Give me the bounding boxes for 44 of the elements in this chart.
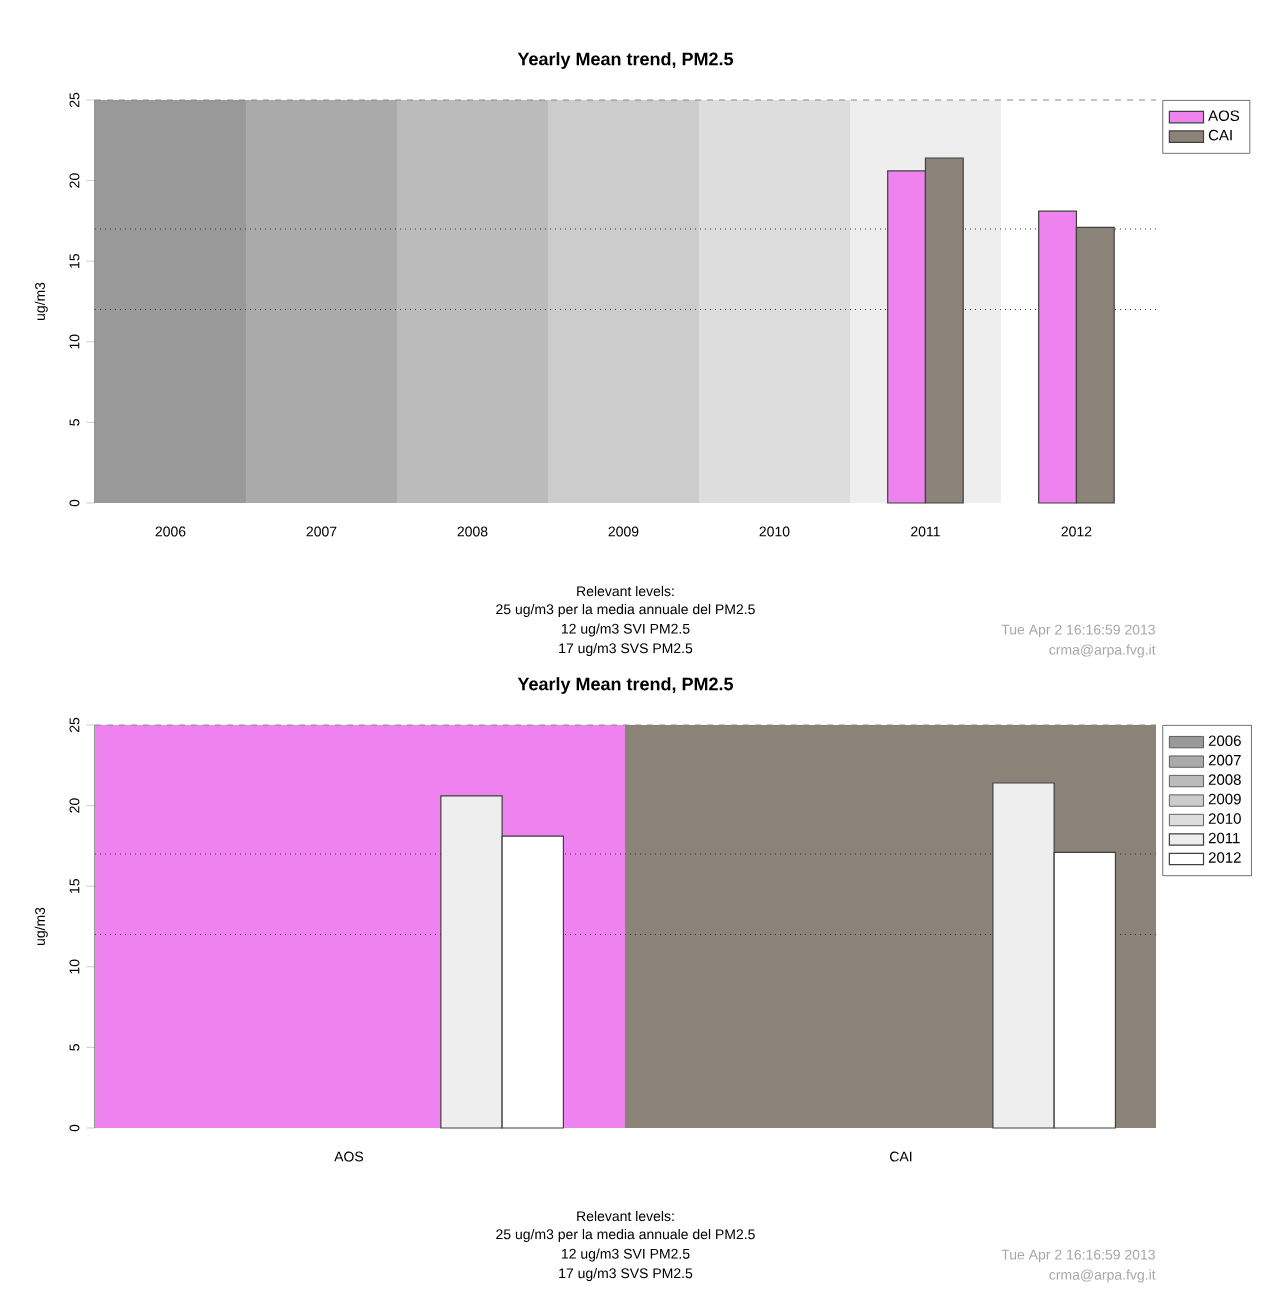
y-tick-label: 25	[69, 92, 80, 108]
legend-label: CAI	[1208, 129, 1232, 141]
chart-title: Yearly Mean trend, PM2.5	[517, 677, 734, 694]
text: 25 ug/m3 per la media annuale del PM2.5	[496, 603, 755, 617]
text: crma@arpa.fvg.it	[1049, 644, 1156, 658]
legend-label: 2008	[1208, 774, 1241, 785]
legend-label: 2010	[1208, 813, 1241, 824]
y-tick-label: 5	[69, 1044, 80, 1051]
text: Tue Apr 2 16:16:59 2013	[1001, 624, 1155, 638]
y-tick-label: 10	[69, 334, 80, 349]
text: Relevant levels:	[577, 1210, 674, 1222]
text: 17 ug/m3 SVS PM2.5	[559, 1267, 693, 1282]
x-tick-label: 2009	[608, 526, 639, 537]
text: 17 ug/m3 SVS PM2.5	[559, 642, 693, 657]
y-tick-label: 20	[69, 798, 80, 813]
x-tick-label: 2011	[911, 526, 940, 537]
y-axis-title: ug/m3	[34, 907, 48, 946]
text: crma@arpa.fvg.it	[1049, 1269, 1156, 1283]
legend-label: 2007	[1208, 754, 1241, 766]
x-tick-label: 2006	[155, 526, 186, 537]
text: 25 ug/m3 per la media annuale del PM2.5	[496, 1228, 755, 1243]
x-tick-label: 2008	[457, 526, 488, 537]
legend-label: 2012	[1208, 852, 1241, 863]
x-tick-label: 2010	[759, 526, 790, 537]
legend-label: 2006	[1208, 735, 1241, 747]
y-axis-title: ug/m3	[34, 282, 48, 321]
y-tick-label: 15	[69, 879, 80, 893]
text: 12 ug/m3 SVI PM2.5	[561, 1248, 690, 1262]
text: Relevant levels:	[577, 585, 674, 597]
x-tick-label: 2007	[306, 526, 337, 537]
y-tick-label: 0	[69, 499, 80, 507]
x-tick-label: 2012	[1061, 526, 1092, 537]
text: Tue Apr 2 16:16:59 2013	[1001, 1249, 1155, 1263]
legend-label: 2009	[1208, 793, 1241, 805]
y-tick-label: 25	[69, 717, 80, 733]
legend-label: AOS	[1208, 110, 1240, 122]
y-tick-label: 0	[69, 1124, 80, 1132]
legend-label: 2011	[1208, 832, 1240, 844]
y-tick-label: 5	[69, 419, 80, 426]
y-tick-label: 20	[69, 173, 80, 188]
y-tick-label: 10	[69, 959, 80, 974]
text: 12 ug/m3 SVI PM2.5	[561, 623, 690, 637]
y-tick-label: 15	[69, 254, 80, 268]
chart-title: Yearly Mean trend, PM2.5	[517, 52, 734, 69]
